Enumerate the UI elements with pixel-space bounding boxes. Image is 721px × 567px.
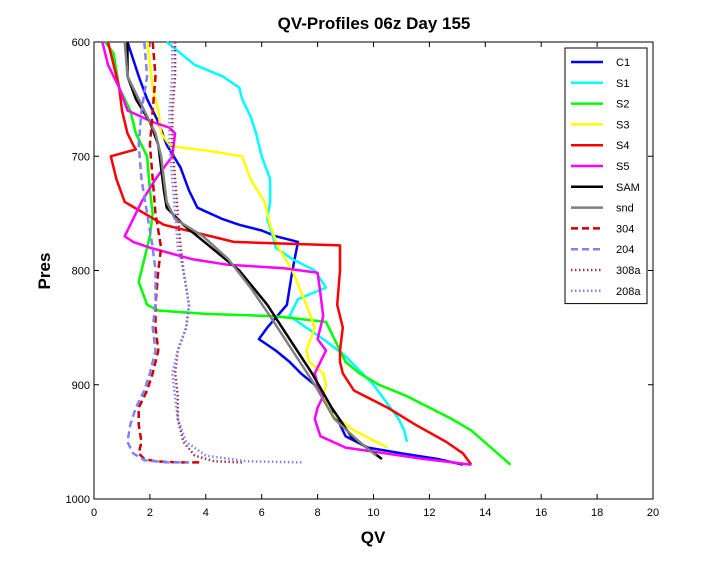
x-tick-label: 0 bbox=[91, 507, 97, 519]
legend-label-S5: S5 bbox=[616, 161, 629, 173]
x-tick-label: 18 bbox=[591, 507, 603, 519]
x-tick-label: 4 bbox=[203, 507, 209, 519]
series-line-S4 bbox=[106, 41, 473, 466]
x-tick-label: 6 bbox=[259, 507, 265, 519]
x-tick-label: 20 bbox=[647, 507, 659, 519]
x-tick-label: 8 bbox=[315, 507, 321, 519]
x-tick-label: 16 bbox=[535, 507, 547, 519]
plot-area bbox=[93, 41, 654, 500]
y-tick-label: 1000 bbox=[66, 494, 90, 506]
x-tick-label: 2 bbox=[147, 507, 153, 519]
legend-label-S1: S1 bbox=[616, 78, 629, 90]
legend: C1 S1 S2 S3 S4 S5 SAM snd 304 204 308a 208a bbox=[564, 47, 648, 305]
legend-label-C1: C1 bbox=[616, 57, 630, 69]
series-line-308a bbox=[171, 42, 243, 464]
legend-label-SAM: SAM bbox=[616, 182, 640, 194]
legend-label-S4: S4 bbox=[616, 140, 629, 152]
y-tick-label: 700 bbox=[72, 151, 90, 163]
series-line-S3 bbox=[145, 41, 389, 449]
legend-label-snd: snd bbox=[616, 203, 634, 215]
legend-label-S2: S2 bbox=[616, 99, 629, 111]
series-line-208a bbox=[168, 42, 304, 464]
legend-label-304: 304 bbox=[616, 223, 634, 235]
legend-label-S3: S3 bbox=[616, 119, 629, 131]
x-tick-label: 14 bbox=[479, 507, 491, 519]
legend-box bbox=[564, 47, 648, 305]
axis-ticks: 0 2 4 6 8 10 12 14 16 18 20 600 700 800 900 1000 bbox=[66, 37, 660, 519]
y-tick-label: 600 bbox=[72, 37, 90, 49]
x-axis-label: QV bbox=[361, 528, 386, 547]
legend-label-308a: 308a bbox=[616, 265, 641, 277]
y-tick-label: 900 bbox=[72, 380, 90, 392]
x-tick-label: 10 bbox=[367, 507, 379, 519]
series-line-snd bbox=[123, 41, 378, 457]
series-layer bbox=[101, 41, 512, 466]
y-axis-label: Pres bbox=[35, 253, 54, 290]
chart-title: QV-Profiles 06z Day 155 bbox=[278, 14, 471, 33]
x-tick-label: 12 bbox=[423, 507, 435, 519]
series-line-304 bbox=[137, 41, 201, 464]
y-tick-label: 800 bbox=[72, 266, 90, 278]
legend-label-208a: 208a bbox=[616, 286, 641, 298]
legend-label-204: 204 bbox=[616, 244, 634, 256]
series-line-204 bbox=[126, 41, 189, 464]
